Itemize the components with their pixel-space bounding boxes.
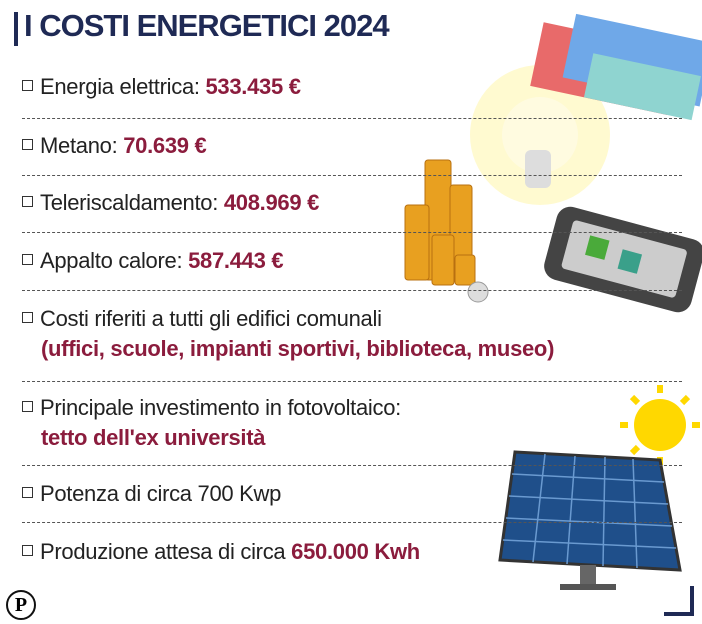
item-label: Energia elettrica:	[40, 74, 200, 99]
item: Principale investimento in fotovoltaico:…	[22, 395, 401, 451]
item-value: 587.443 €	[188, 248, 284, 273]
separator	[22, 290, 682, 291]
separator	[22, 118, 682, 119]
item-label: Appalto calore:	[40, 248, 183, 273]
title-bar	[14, 12, 18, 46]
logo: P	[6, 590, 36, 620]
item-value: 70.639 €	[123, 133, 207, 158]
item-label: Metano:	[40, 133, 118, 158]
item-label: Potenza di circa 700 Kwp	[40, 481, 282, 506]
item-label: Teleriscaldamento:	[40, 190, 219, 215]
item-value: 533.435 €	[205, 74, 301, 99]
item-label: Costi riferiti a tutti gli edifici comun…	[40, 306, 382, 331]
item-value: 650.000 Kwh	[291, 539, 420, 564]
item: Energia elettrica: 533.435 €	[22, 74, 301, 100]
item: Appalto calore: 587.443 €	[22, 248, 284, 274]
item: Metano: 70.639 €	[22, 133, 207, 159]
item: Produzione attesa di circa 650.000 Kwh	[22, 539, 420, 565]
separator	[22, 175, 682, 176]
item-detail: (uffici, scuole, impianti sportivi, bibl…	[41, 336, 555, 361]
title: I COSTI ENERGETICI 2024	[24, 8, 390, 43]
corner-bracket	[664, 586, 694, 616]
separator	[22, 381, 682, 382]
item-label: Principale investimento in fotovoltaico:	[40, 395, 401, 420]
separator	[22, 232, 682, 233]
item-value: 408.969 €	[223, 190, 320, 215]
item: Costi riferiti a tutti gli edifici comun…	[22, 306, 554, 362]
item: Potenza di circa 700 Kwp	[22, 481, 281, 507]
item: Teleriscaldamento: 408.969 €	[22, 190, 319, 216]
separator	[22, 465, 682, 466]
separator	[22, 522, 682, 523]
item-label: Produzione attesa di circa	[40, 539, 286, 564]
item-detail: tetto dell'ex università	[41, 425, 266, 450]
